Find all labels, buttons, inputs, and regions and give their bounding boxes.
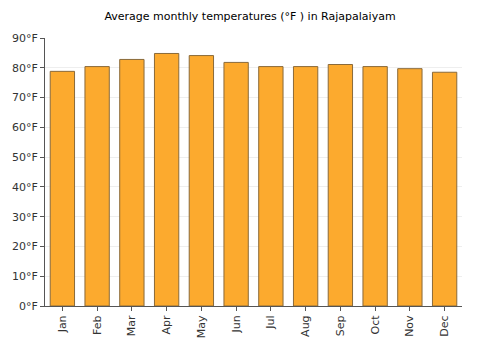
svg-text:70°F: 70°F: [12, 91, 38, 104]
svg-text:Aug: Aug: [299, 315, 312, 336]
svg-text:0°F: 0°F: [19, 300, 38, 313]
svg-text:Jan: Jan: [56, 315, 69, 333]
svg-text:80°F: 80°F: [12, 62, 38, 75]
svg-text:50°F: 50°F: [12, 151, 38, 164]
svg-text:20°F: 20°F: [12, 240, 38, 253]
svg-text:Sep: Sep: [334, 315, 347, 336]
svg-text:30°F: 30°F: [12, 211, 38, 224]
svg-text:Dec: Dec: [438, 315, 451, 336]
svg-text:Average monthly temperatures (: Average monthly temperatures (°F ) in Ra…: [104, 10, 395, 23]
svg-text:Jul: Jul: [264, 315, 277, 329]
svg-text:May: May: [195, 315, 208, 338]
svg-text:Feb: Feb: [91, 315, 104, 334]
svg-text:Apr: Apr: [160, 315, 173, 335]
svg-text:Oct: Oct: [369, 315, 382, 335]
svg-text:40°F: 40°F: [12, 181, 38, 194]
svg-text:90°F: 90°F: [12, 32, 38, 45]
svg-text:60°F: 60°F: [12, 121, 38, 134]
svg-text:Jun: Jun: [230, 315, 243, 333]
svg-text:Mar: Mar: [125, 315, 138, 336]
svg-text:10°F: 10°F: [12, 270, 38, 283]
svg-text:Nov: Nov: [403, 315, 416, 337]
